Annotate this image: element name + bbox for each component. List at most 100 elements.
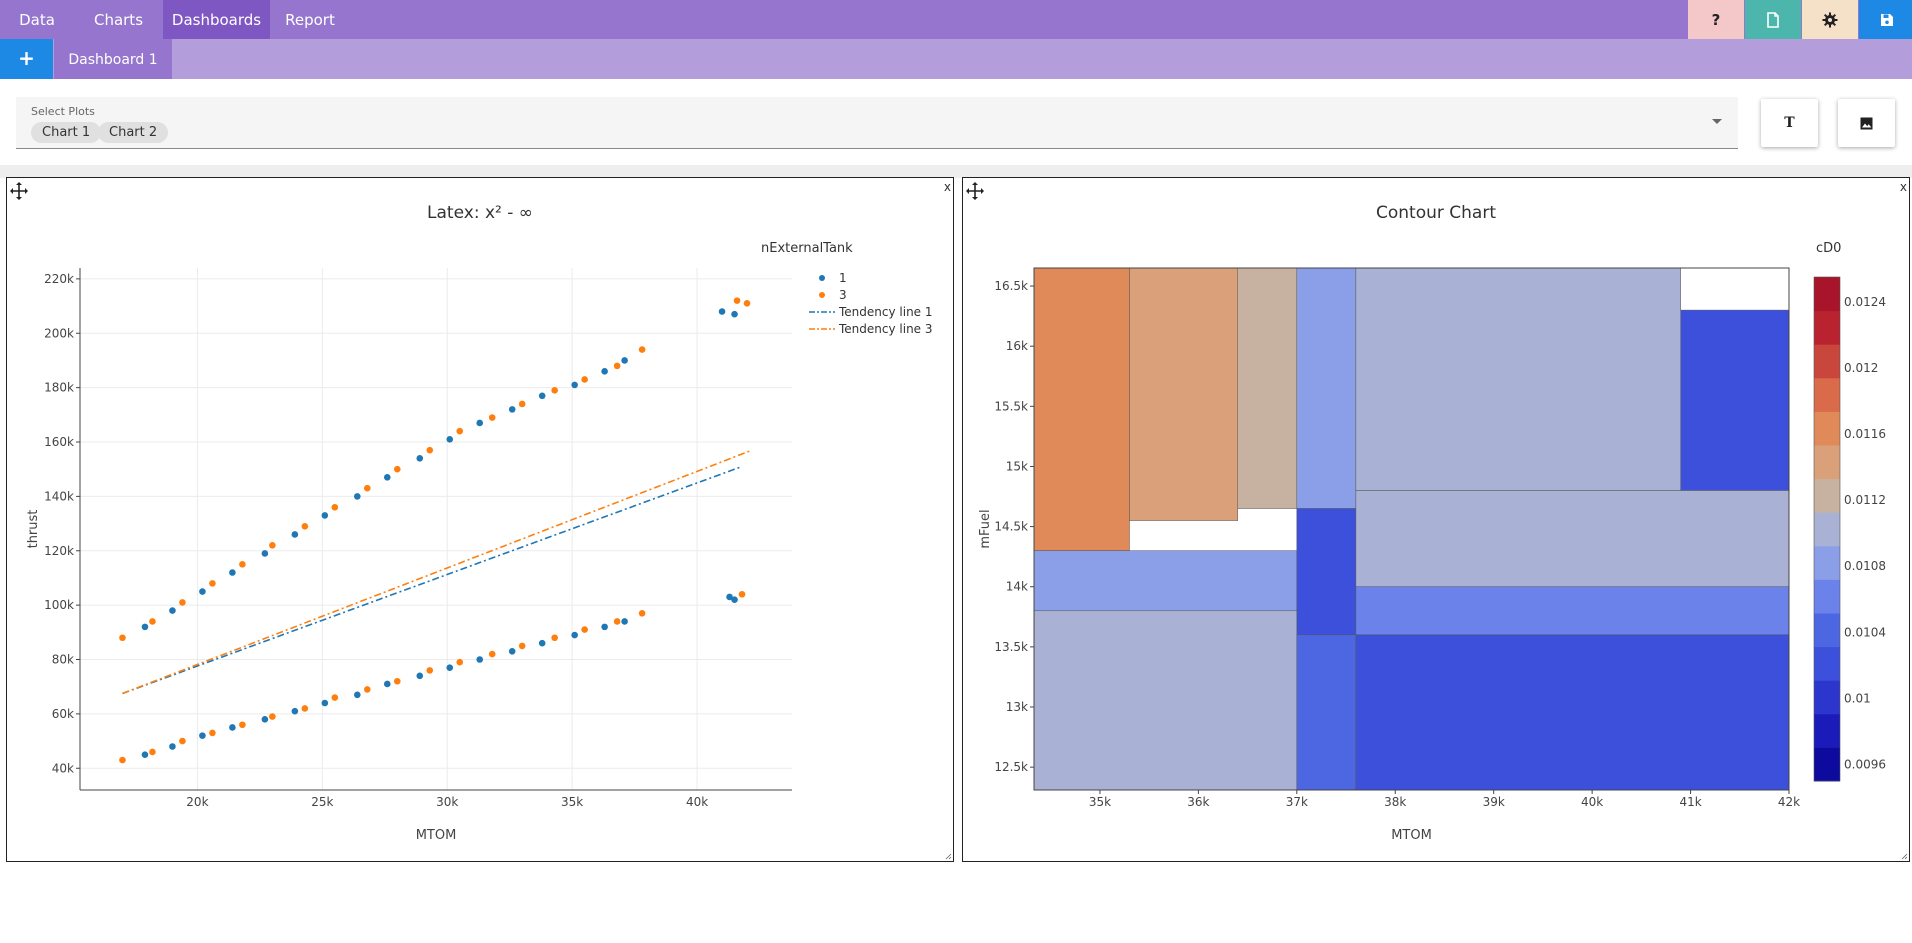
close-panel-button[interactable]: x xyxy=(943,180,951,194)
x-tick-label: 35k xyxy=(1089,795,1111,809)
colorbar-swatch xyxy=(1814,613,1840,648)
data-point xyxy=(601,623,608,631)
data-point xyxy=(269,713,276,720)
y-tick-label: 180k xyxy=(44,381,74,395)
chip-chart-1[interactable]: Chart 1 xyxy=(31,122,102,143)
new-file-icon xyxy=(1767,11,1779,28)
add-dashboard-button[interactable]: + xyxy=(0,39,53,79)
data-point xyxy=(301,705,309,712)
data-point xyxy=(149,618,156,625)
x-tick-label: 42k xyxy=(1778,795,1800,809)
legend-label: Tendency line 3 xyxy=(838,322,933,336)
data-point xyxy=(119,634,126,642)
help-icon: ? xyxy=(1711,10,1721,29)
data-point xyxy=(321,699,329,707)
add-image-button[interactable] xyxy=(1838,99,1895,147)
save-icon xyxy=(1881,13,1893,26)
colorbar-swatch xyxy=(1814,680,1840,715)
data-point xyxy=(301,522,309,530)
trend-line xyxy=(122,449,753,695)
data-point xyxy=(363,686,371,693)
data-point xyxy=(726,593,733,601)
y-tick-label: 40k xyxy=(52,761,74,775)
legend-marker xyxy=(819,292,825,298)
chart-title: Latex: x² - ∞ xyxy=(427,203,533,223)
data-point xyxy=(199,588,206,595)
colorbar-swatch xyxy=(1814,579,1840,614)
data-point xyxy=(456,658,464,666)
chip-chart-2[interactable]: Chart 2 xyxy=(98,122,169,143)
data-point xyxy=(551,387,558,394)
y-tick-label: 13.5k xyxy=(994,640,1028,654)
drag-handle-icon[interactable] xyxy=(966,182,984,200)
help-button[interactable]: ? xyxy=(1688,0,1744,39)
dropdown-caret-icon[interactable] xyxy=(1712,119,1722,124)
data-point xyxy=(179,599,186,606)
new-file-button[interactable] xyxy=(1745,0,1801,39)
resize-handle-icon[interactable] xyxy=(1901,853,1908,860)
contour-chart: Contour Chart 35k 36k 37k 38k 39k 40k 41k 42k 12.… xyxy=(978,203,1886,843)
data-point xyxy=(621,618,628,625)
close-panel-button[interactable]: x xyxy=(1899,180,1907,194)
colorbar-tick-label: 0.0108 xyxy=(1844,559,1886,573)
x-tick-label: 38k xyxy=(1384,795,1406,809)
y-tick-label: 140k xyxy=(44,489,74,503)
select-plots-field[interactable]: Select Plots Chart 1 Chart 2 xyxy=(16,97,1738,149)
nav-report[interactable]: Report xyxy=(285,11,335,29)
contour-region xyxy=(1355,490,1790,587)
select-plots-label: Select Plots xyxy=(31,105,95,118)
nav-data[interactable]: Data xyxy=(19,11,55,29)
image-icon xyxy=(1860,117,1873,129)
data-point xyxy=(321,512,329,519)
y-tick-label: 80k xyxy=(52,653,74,667)
resize-handle-icon[interactable] xyxy=(945,853,952,860)
colorbar-swatch xyxy=(1814,713,1840,748)
data-point xyxy=(638,346,646,353)
colorbar-swatch xyxy=(1814,747,1840,782)
trend-line xyxy=(122,465,743,695)
colorbar-tick-label: 0.0096 xyxy=(1844,757,1886,771)
data-point xyxy=(363,484,371,492)
settings-icon xyxy=(1822,12,1838,27)
data-point xyxy=(229,569,236,576)
nav-charts[interactable]: Charts xyxy=(93,11,144,29)
data-point xyxy=(476,656,484,663)
y-tick-label: 100k xyxy=(44,598,74,612)
data-point xyxy=(733,297,741,304)
colorbar-swatch xyxy=(1814,310,1840,345)
y-tick-label: 15.5k xyxy=(994,399,1028,413)
save-button[interactable] xyxy=(1859,0,1912,39)
y-tick-label: 14.5k xyxy=(994,520,1028,534)
data-point xyxy=(456,427,464,435)
tab-dashboard-1[interactable]: Dashboard 1 xyxy=(54,39,172,79)
colorbar-title: cD0 xyxy=(1816,241,1841,256)
add-text-button[interactable]: T xyxy=(1761,99,1818,147)
data-point xyxy=(488,650,496,658)
y-tick-label: 12.5k xyxy=(994,760,1028,774)
data-point xyxy=(141,623,149,631)
data-point xyxy=(383,680,391,688)
contour-region xyxy=(1129,267,1239,521)
data-point xyxy=(731,596,738,603)
plot-frame xyxy=(1033,267,1790,791)
x-tick-label: 40k xyxy=(686,795,708,809)
legend-marker xyxy=(819,275,825,281)
data-point xyxy=(476,419,484,427)
y-tick-label: 200k xyxy=(44,326,74,340)
y-tick-label: 14k xyxy=(1006,580,1028,594)
contour-region xyxy=(1296,508,1357,636)
data-point xyxy=(354,691,361,699)
data-point xyxy=(638,609,646,617)
data-point xyxy=(169,607,176,614)
legend-label: 3 xyxy=(839,288,847,302)
data-point xyxy=(291,707,299,715)
legend-title: nExternalTank xyxy=(761,241,853,256)
x-tick-label: 35k xyxy=(561,795,583,809)
drag-handle-icon[interactable] xyxy=(10,182,28,200)
nav-dashboards[interactable]: Dashboards xyxy=(163,0,270,39)
settings-button[interactable] xyxy=(1802,0,1858,39)
data-point xyxy=(239,561,246,568)
contour-region xyxy=(1355,267,1681,491)
top-nav-bar: Data Charts Dashboards Report ? xyxy=(0,0,1912,39)
data-point xyxy=(518,400,526,408)
